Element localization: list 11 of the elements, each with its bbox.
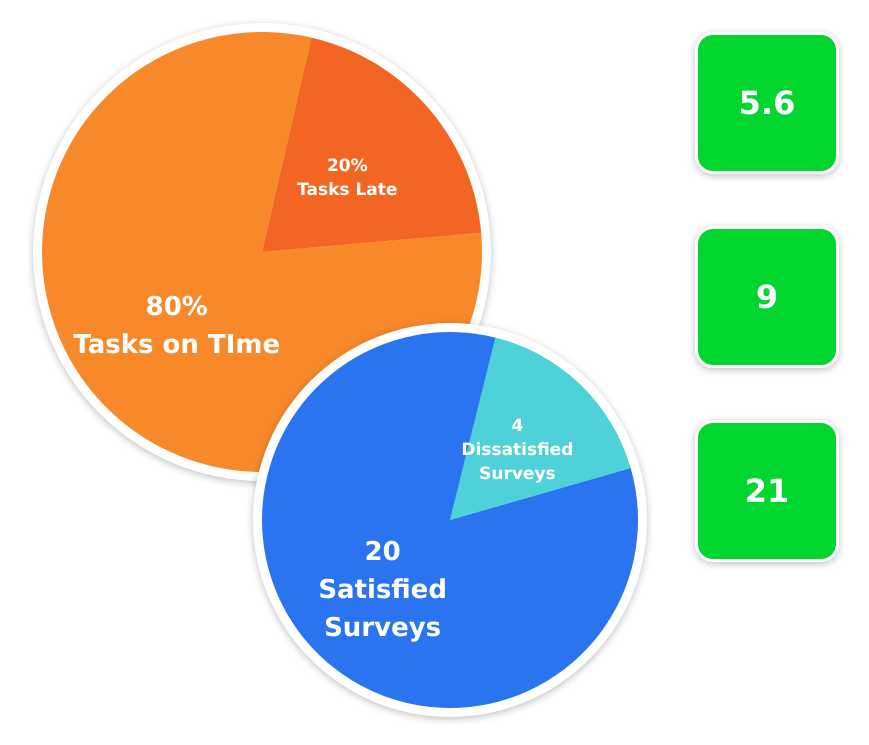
data-label: 4 bbox=[511, 416, 524, 436]
text: 5.6 bbox=[738, 84, 796, 122]
text: 21 bbox=[744, 472, 790, 510]
slice-label: Satisfied Surveys bbox=[318, 574, 447, 643]
slice-label: Tasks on TIme bbox=[73, 330, 280, 360]
data-label: 20% bbox=[326, 156, 368, 176]
slice-label: Dissatisfied Surveys bbox=[461, 440, 574, 484]
data-label: 20 bbox=[364, 536, 401, 567]
data-label: 80% bbox=[146, 292, 208, 322]
slice-label: Tasks Late bbox=[297, 180, 398, 200]
text: 9 bbox=[756, 278, 778, 316]
